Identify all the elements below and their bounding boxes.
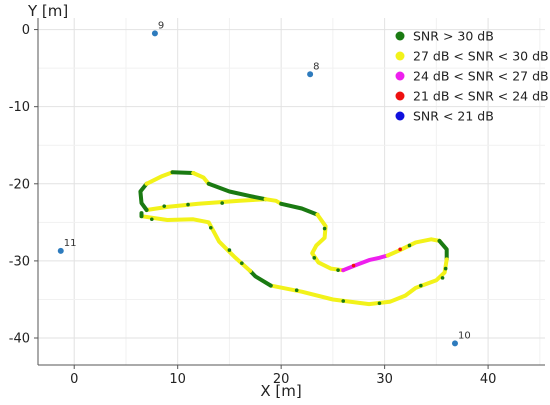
trajectory-segment-27-db-snr-30-db bbox=[263, 197, 284, 206]
trajectory-segment-27-db-snr-30-db bbox=[139, 214, 253, 273]
snr-point-green bbox=[162, 204, 167, 208]
tick-labels: 0 10 20 30 40 0 -10 -20 -30 -40 bbox=[9, 23, 497, 387]
y-tick-label: -30 bbox=[9, 254, 30, 269]
anchor-point-11 bbox=[57, 247, 64, 254]
anchor-label-11: 11 bbox=[64, 238, 77, 249]
y-tick-label: -40 bbox=[9, 332, 30, 347]
y-axis-label: Y [m] bbox=[27, 2, 68, 20]
trajectory-segment-snr-30-db bbox=[248, 268, 273, 288]
axes bbox=[37, 18, 545, 366]
snr-point-green bbox=[312, 256, 317, 260]
snr-point-green bbox=[208, 225, 213, 230]
anchor-label-8: 8 bbox=[313, 61, 319, 72]
trajectory-segment-snr-30-db bbox=[170, 170, 196, 175]
trajectory bbox=[138, 170, 449, 307]
x-axis-label: X [m] bbox=[260, 382, 301, 400]
trajectory-segment-snr-30-db bbox=[279, 201, 320, 217]
legend-label: SNR > 30 dB bbox=[413, 29, 494, 44]
legend-marker bbox=[395, 111, 405, 121]
x-tick-label: 10 bbox=[169, 372, 186, 387]
anchor-point-8 bbox=[307, 71, 314, 78]
anchor-point-9 bbox=[151, 30, 158, 37]
legend-label: 21 dB < SNR < 24 dB bbox=[413, 89, 549, 104]
trajectory-segment-snr-30-db bbox=[437, 238, 449, 262]
trajectory-segment-27-db-snr-30-db bbox=[191, 171, 211, 186]
y-tick-label: -10 bbox=[9, 100, 30, 115]
legend-label: SNR < 21 dB bbox=[413, 109, 494, 124]
legend-label: 27 dB < SNR < 30 dB bbox=[413, 49, 549, 64]
legend-label: 24 dB < SNR < 27 dB bbox=[413, 69, 549, 84]
y-tick-label: 0 bbox=[22, 23, 30, 38]
x-tick-label: 20 bbox=[273, 372, 290, 387]
legend-marker bbox=[395, 31, 405, 41]
snr-point-green bbox=[440, 276, 445, 280]
snr-point-green bbox=[407, 243, 412, 248]
snr-point-green bbox=[443, 266, 448, 271]
snr-point-green bbox=[186, 202, 190, 207]
snr-point-green bbox=[150, 217, 154, 222]
legend-marker bbox=[395, 91, 405, 101]
snr-point-red bbox=[398, 247, 402, 252]
trajectory-segment-snr-30-db bbox=[206, 181, 268, 202]
snr-point-green bbox=[322, 226, 327, 231]
snr-point-green bbox=[220, 201, 224, 205]
legend-marker bbox=[395, 71, 405, 81]
trajectory-segment-27-db-snr-30-db bbox=[268, 257, 449, 307]
snr-point-green bbox=[341, 299, 346, 303]
anchor-label-10: 10 bbox=[458, 330, 471, 341]
snr-point-green bbox=[419, 283, 423, 288]
x-tick-label: 0 bbox=[70, 372, 78, 387]
legend-marker bbox=[395, 51, 405, 61]
anchors: 9 8 11 10 bbox=[57, 20, 471, 347]
trajectory-segment-snr-30-db bbox=[138, 181, 149, 212]
legend: SNR > 30 dB 27 dB < SNR < 30 dB 24 dB < SN… bbox=[395, 29, 549, 124]
y-tick-label: -20 bbox=[9, 177, 30, 192]
trajectory-segment-27-db-snr-30-db bbox=[144, 170, 175, 186]
trajectory-segment-27-db-snr-30-db bbox=[144, 197, 268, 212]
snr-point-green bbox=[377, 301, 382, 306]
grid-lines bbox=[38, 18, 545, 365]
x-tick-label: 30 bbox=[376, 372, 393, 387]
snr-point-green bbox=[336, 268, 340, 272]
snr-point-red bbox=[351, 263, 356, 268]
snr-point-green bbox=[294, 288, 299, 293]
snr-point-green bbox=[227, 248, 232, 252]
anchor-label-9: 9 bbox=[158, 20, 164, 31]
snr-point-green bbox=[240, 261, 244, 266]
trajectory-segment-27-db-snr-30-db bbox=[385, 237, 442, 258]
x-tick-label: 40 bbox=[480, 372, 497, 387]
anchor-point-10 bbox=[451, 340, 458, 347]
